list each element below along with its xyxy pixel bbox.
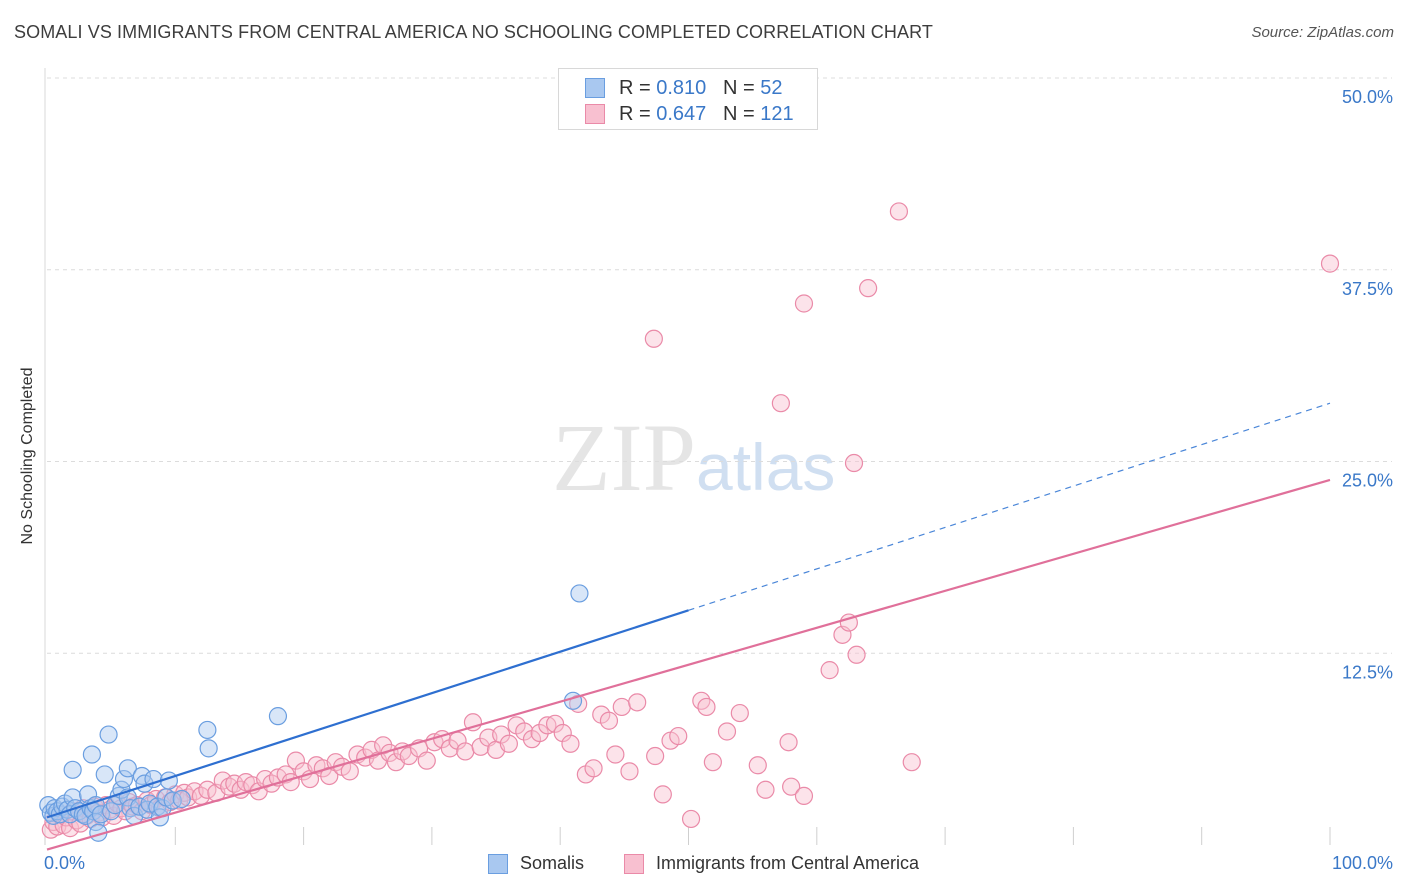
somali-point — [570, 584, 589, 603]
somali-point — [91, 805, 110, 824]
somali-point — [198, 720, 217, 740]
somali-point — [63, 760, 82, 779]
somali-point — [163, 791, 182, 810]
central-america-point — [717, 722, 737, 741]
central-america-point — [697, 697, 716, 717]
central-america-point — [417, 751, 436, 770]
central-america-point — [606, 745, 625, 764]
series-swatch-central-america — [624, 854, 644, 874]
y-tick-label: 37.5% — [1342, 279, 1393, 299]
central-america-point — [779, 733, 798, 752]
central-america-point — [644, 329, 663, 348]
central-america-point — [399, 746, 418, 766]
series-swatch-somalis — [488, 854, 508, 874]
series-label-somalis: Somalis — [520, 853, 585, 873]
central-america-point — [440, 739, 459, 758]
y-tick-label: 12.5% — [1342, 662, 1393, 682]
series-label-central-america: Immigrants from Central America — [656, 853, 920, 873]
x-tick-label-max: 100.0% — [1332, 853, 1393, 873]
central-america-point — [456, 742, 475, 761]
legend-r-value: 0.647 — [656, 103, 707, 125]
legend-r-label: R = — [619, 77, 651, 99]
somali-point — [172, 789, 191, 809]
series-legend: Somalis Immigrants from Central America — [0, 852, 1406, 878]
legend-text-somalis: R = 0.810 N = 52 — [619, 77, 782, 100]
central-america-point — [1320, 254, 1340, 273]
legend-swatch-central-america — [585, 104, 605, 124]
somali-trend-extension — [688, 402, 1331, 611]
central-america-point — [584, 759, 603, 778]
watermark-atlas: atlas — [696, 430, 836, 504]
central-america-point — [530, 723, 549, 743]
central-america-point — [561, 734, 580, 753]
central-america-point — [612, 697, 631, 717]
watermark: ZIPatlas — [552, 402, 835, 513]
central-america-point — [844, 453, 864, 473]
central-america-point — [794, 294, 814, 313]
somali-point — [82, 745, 102, 764]
central-america-point — [782, 777, 801, 796]
central-america-point — [499, 734, 518, 753]
chart-title: SOMALI VS IMMIGRANTS FROM CENTRAL AMERIC… — [14, 22, 933, 42]
legend-swatch-somalis — [585, 78, 605, 98]
somali-point — [268, 707, 288, 726]
correlation-legend: R = 0.810 N = 52 R = 0.647 N = 121 — [558, 68, 818, 130]
central-america-point — [653, 785, 672, 804]
legend-n-label: N = — [722, 103, 755, 125]
central-america-point — [628, 693, 647, 712]
somali-point — [114, 769, 134, 789]
central-america-point — [669, 726, 688, 746]
central-america-point — [326, 753, 345, 772]
central-america-point — [545, 714, 565, 733]
somali-point — [118, 759, 137, 778]
central-america-point — [794, 786, 814, 806]
central-america-point — [730, 703, 749, 723]
central-america-trend-line — [46, 478, 1331, 851]
central-america-point — [902, 753, 921, 772]
x-tick-label-min: 0.0% — [44, 853, 85, 873]
legend-r-value: 0.810 — [656, 77, 707, 99]
central-america-point — [471, 737, 490, 756]
somali-trend-line — [46, 609, 689, 819]
legend-n-label: N = — [722, 77, 755, 99]
legend-r-label: R = — [619, 103, 651, 125]
central-america-point — [771, 394, 790, 413]
central-america-point — [620, 762, 639, 781]
somali-point — [95, 765, 114, 784]
legend-n-value: 121 — [760, 103, 794, 125]
central-america-point — [220, 777, 239, 796]
central-america-point — [820, 661, 839, 680]
central-america-point — [748, 756, 767, 775]
legend-text-central-america: R = 0.647 N = 121 — [619, 103, 794, 126]
central-america-point — [889, 202, 909, 221]
somali-point — [99, 725, 118, 744]
central-america-point — [599, 711, 619, 730]
central-america-point — [681, 809, 701, 829]
central-america-point — [538, 716, 557, 735]
watermark-zip: ZIP — [552, 404, 696, 511]
central-america-point — [756, 780, 775, 799]
legend-n-value: 52 — [760, 77, 783, 99]
central-america-point — [492, 725, 511, 744]
central-america-point — [569, 694, 588, 713]
central-america-point — [847, 645, 866, 664]
central-america-point — [703, 753, 722, 772]
central-america-point — [340, 762, 359, 781]
somali-point — [199, 739, 218, 758]
central-america-point — [515, 722, 534, 741]
y-tick-label: 50.0% — [1342, 87, 1393, 107]
y-tick-label: 25.0% — [1342, 471, 1393, 491]
central-america-point — [646, 746, 665, 766]
source-label: Source: ZipAtlas.com — [1251, 24, 1394, 41]
central-america-point — [859, 279, 878, 298]
